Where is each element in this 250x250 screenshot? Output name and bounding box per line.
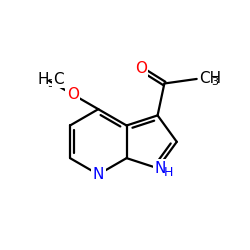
Text: N: N <box>92 167 104 182</box>
Text: C: C <box>53 72 64 87</box>
Text: O: O <box>67 87 79 102</box>
Text: CH: CH <box>199 72 221 86</box>
Text: N: N <box>155 161 166 176</box>
Text: 3: 3 <box>212 78 218 88</box>
Text: H: H <box>37 72 49 87</box>
Text: 3: 3 <box>47 78 54 88</box>
Text: H: H <box>164 166 173 179</box>
Text: O: O <box>135 61 147 76</box>
